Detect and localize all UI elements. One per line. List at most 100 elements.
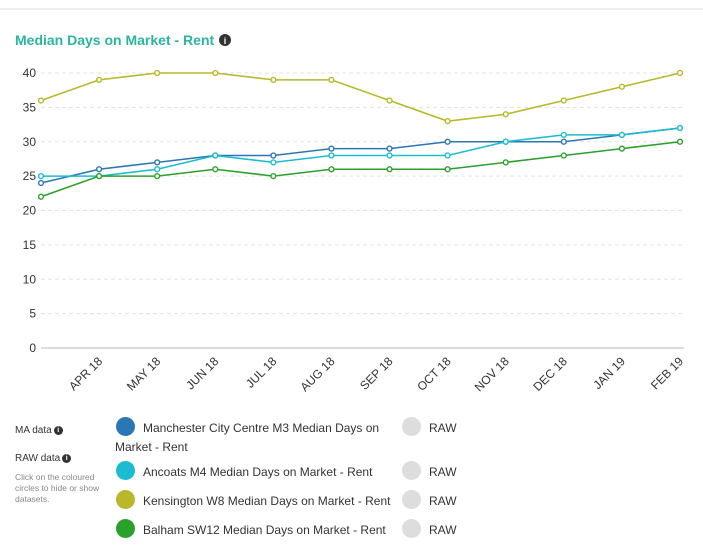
- legend-label: Ancoats M4 Median Days on Market - Rent: [143, 465, 373, 479]
- data-point: [270, 76, 277, 83]
- legend-toggle[interactable]: [116, 417, 135, 436]
- raw-toggle-label: RAW: [429, 494, 457, 508]
- chart-title: Median Days on Market - Rent: [15, 32, 214, 48]
- data-point: [560, 138, 567, 145]
- y-tick-label: 0: [29, 341, 36, 355]
- y-tick-label: 20: [23, 204, 37, 218]
- info-icon-glyph: i: [224, 36, 227, 46]
- data-point: [95, 166, 103, 173]
- legend-toggle[interactable]: [116, 461, 135, 480]
- data-point: [270, 159, 277, 166]
- legend-toggle[interactable]: [116, 490, 135, 509]
- data-point: [560, 131, 567, 138]
- legend-entry: Manchester City Centre M3 Median Days on…: [115, 417, 405, 457]
- y-tick-label: 35: [23, 100, 37, 114]
- data-point: [676, 138, 684, 145]
- y-tick-label: 5: [29, 307, 36, 321]
- y-tick-label: 25: [23, 169, 37, 183]
- data-point: [270, 152, 277, 159]
- x-tick-label: MAY 18: [124, 354, 164, 394]
- data-point: [618, 145, 626, 152]
- raw-toggle-dot[interactable]: [402, 417, 421, 436]
- ma-label: MA data i: [15, 425, 63, 436]
- legend-entry: Kensington W8 Median Days on Market - Re…: [115, 490, 405, 511]
- data-point: [502, 159, 509, 166]
- x-tick-label: OCT 18: [414, 354, 454, 394]
- y-tick-label: 15: [23, 238, 37, 252]
- data-point: [37, 193, 45, 200]
- raw-toggle: RAW: [402, 490, 457, 511]
- data-point: [386, 152, 393, 159]
- info-icon[interactable]: i: [62, 454, 72, 463]
- raw-toggle-label: RAW: [429, 421, 457, 435]
- data-point: [154, 166, 161, 173]
- x-tick-label: SEP 18: [357, 354, 396, 393]
- x-tick-label: DEC 18: [530, 354, 570, 394]
- data-point: [502, 138, 509, 145]
- raw-toggle-dot[interactable]: [402, 461, 421, 480]
- data-point: [154, 69, 161, 77]
- raw-toggle-label: RAW: [429, 523, 457, 537]
- raw-label-text: RAW data: [15, 453, 61, 464]
- data-point: [618, 131, 626, 138]
- series-line: [40, 127, 681, 184]
- x-tick-label: FEB 19: [648, 354, 686, 392]
- data-point: [328, 152, 335, 159]
- legend-label: Manchester City Centre M3 Median Days on…: [115, 421, 380, 454]
- data-point: [560, 152, 567, 159]
- x-tick-label: NOV 18: [472, 354, 512, 394]
- series-line: [41, 127, 681, 177]
- legend-label: Kensington W8 Median Days on Market - Re…: [143, 494, 391, 508]
- x-tick-label: JUN 18: [183, 354, 221, 392]
- info-icon[interactable]: i: [53, 426, 63, 435]
- data-point: [676, 69, 684, 77]
- legend-hint: Click on the coloured circles to hide or…: [15, 472, 100, 504]
- x-tick-label: JAN 19: [590, 354, 628, 392]
- chart: Median Days on Market - Rent i 0 5 10 15 20 2…: [0, 8, 703, 394]
- data-point: [154, 159, 161, 166]
- data-point: [618, 83, 626, 90]
- x-tick-label: APR 18: [66, 354, 105, 393]
- data-point: [328, 145, 335, 152]
- raw-label: RAW data i: [15, 453, 72, 464]
- data-point: [386, 145, 393, 152]
- legend-toggle[interactable]: [116, 519, 135, 538]
- raw-toggle-label: RAW: [429, 465, 457, 479]
- data-point: [444, 118, 451, 125]
- data-point: [386, 166, 393, 173]
- data-point: [37, 173, 45, 180]
- legend-entry: Ancoats M4 Median Days on Market - Rent: [115, 461, 405, 482]
- x-tick-label: AUG 18: [297, 354, 337, 394]
- legend-entry: Balham SW12 Median Days on Market - Rent: [115, 519, 405, 540]
- data-point: [444, 166, 451, 173]
- ma-label-text: MA data: [15, 425, 52, 436]
- data-point: [328, 166, 335, 173]
- info-icon[interactable]: [219, 34, 231, 46]
- data-point: [154, 173, 161, 180]
- data-point: [444, 152, 451, 159]
- data-point: [95, 173, 103, 180]
- data-point: [212, 69, 219, 77]
- data-point: [676, 124, 684, 132]
- raw-toggle-dot[interactable]: [402, 519, 421, 538]
- legend-label: Balham SW12 Median Days on Market - Rent: [143, 523, 386, 537]
- raw-toggle-dot[interactable]: [402, 490, 421, 509]
- y-tick-label: 40: [23, 66, 37, 80]
- raw-toggle: RAW: [402, 519, 457, 540]
- data-point: [95, 76, 103, 83]
- y-tick-label: 10: [23, 272, 37, 286]
- data-point: [328, 76, 335, 83]
- data-point: [502, 111, 509, 118]
- series-line: [40, 140, 681, 198]
- data-point: [270, 173, 277, 180]
- data-point: [37, 97, 45, 104]
- data-point: [37, 179, 45, 187]
- data-point: [212, 152, 219, 159]
- data-point: [212, 166, 219, 173]
- raw-toggle: RAW: [402, 417, 457, 438]
- data-point: [560, 97, 567, 104]
- data-point: [386, 97, 393, 104]
- y-tick-label: 30: [23, 135, 37, 149]
- raw-toggle: RAW: [402, 461, 457, 482]
